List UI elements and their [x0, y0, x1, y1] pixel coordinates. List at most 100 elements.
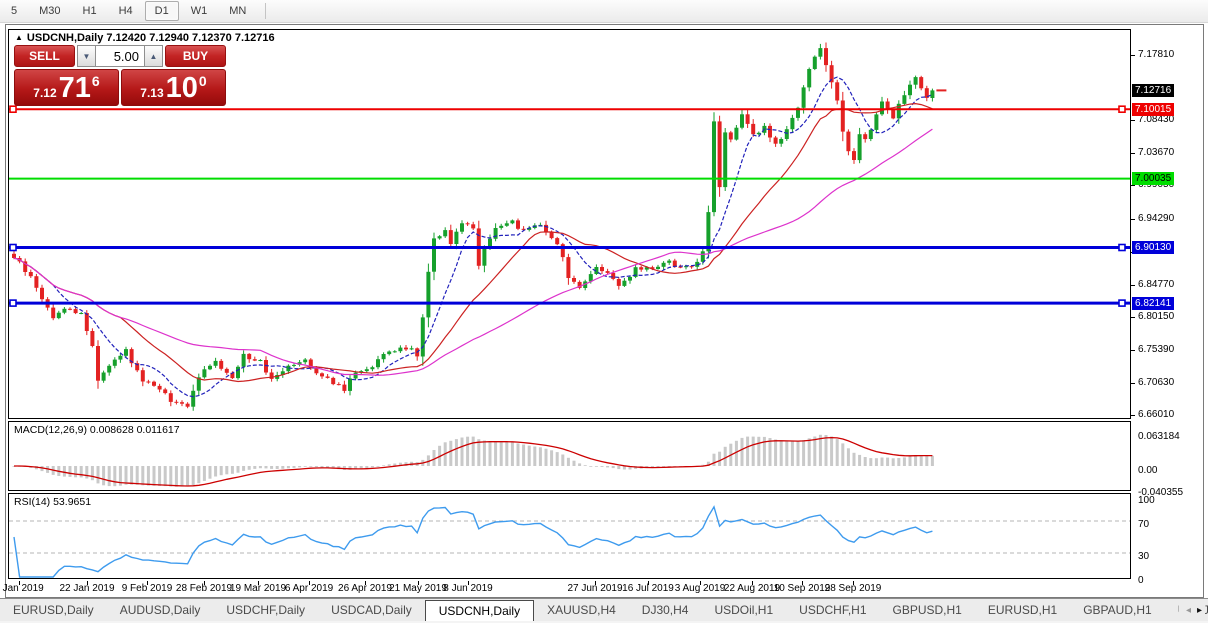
candle [247, 353, 252, 360]
hline-handle[interactable] [9, 299, 17, 307]
volume-decrease-button[interactable]: ▼ [77, 45, 96, 67]
timeframe-toolbar: 5 M30 H1 H4 D1 W1 MN [0, 0, 1208, 23]
volume-increase-button[interactable]: ▲ [144, 45, 163, 67]
candle [202, 369, 207, 378]
candle [230, 372, 235, 379]
chart-tab-usdchf-h1[interactable]: USDCHF,H1 [799, 602, 867, 617]
volume-stepper: ▼ 5.00 ▲ [77, 45, 163, 67]
timeframe-button-mn[interactable]: MN [229, 5, 247, 17]
buy-button[interactable]: BUY [165, 45, 226, 67]
price-tick-label: 6.94290 [1138, 213, 1175, 224]
time-tick-label: 21 May 2019 [389, 583, 447, 594]
candle [908, 84, 912, 96]
chart-tab-usdchf-daily[interactable]: USDCHF,Daily [226, 602, 306, 617]
candle [146, 381, 151, 383]
candle [521, 228, 526, 230]
chart-window: ▲ USDCNH,Daily 7.12420 7.12940 7.12370 7.… [0, 24, 1204, 598]
candle [303, 359, 308, 363]
rsi-panel[interactable]: RSI(14) 53.9651 [8, 493, 1131, 579]
candle [549, 231, 554, 239]
sell-button[interactable]: SELL [14, 45, 75, 67]
candle [292, 364, 296, 366]
time-tick [418, 581, 419, 585]
candle [420, 317, 425, 357]
chart-tab-gbpaud-h1[interactable]: GBPAUD,H1 [1083, 602, 1152, 617]
candle [616, 279, 621, 286]
chart-tab-dj30-h4[interactable]: DJ30,H4 [641, 602, 689, 617]
hline-handle[interactable] [9, 105, 17, 113]
chart-tab-audusd-daily[interactable]: AUDUSD,Daily [119, 602, 201, 617]
candle [275, 375, 280, 379]
candle [443, 230, 448, 237]
time-tick [853, 581, 854, 585]
candle [712, 121, 716, 213]
hline-handle[interactable] [1118, 105, 1126, 113]
chart-tab-usdcad-daily[interactable]: USDCAD,Daily [331, 602, 412, 617]
chart-tab-eurusd-daily[interactable]: EURUSD,Daily [13, 602, 94, 617]
candle [633, 267, 638, 277]
candle [180, 402, 184, 404]
price-tick [1131, 285, 1135, 286]
candle [880, 101, 884, 115]
time-tick-label: 28 Sep 2019 [824, 583, 882, 594]
timeframe-button-5[interactable]: 5 [11, 5, 18, 17]
candle [504, 223, 509, 226]
time-tick [258, 581, 259, 585]
chart-ohlc-title: ▲ USDCNH,Daily 7.12420 7.12940 7.12370 7.… [15, 32, 275, 44]
time-tick [700, 581, 701, 585]
hline-handle[interactable] [1118, 243, 1126, 252]
time-tick-label: 28 Feb 2019 [175, 583, 233, 594]
candlestick-chart[interactable] [9, 30, 1130, 418]
candle [196, 377, 201, 391]
tabs-scroll-right-icon[interactable]: ▸ [1196, 604, 1202, 616]
chart-tab-xauusd-h4[interactable]: XAUUSD,H4 [547, 602, 616, 617]
candle [544, 224, 548, 232]
candle [566, 257, 571, 278]
time-tick [204, 581, 205, 585]
sell-price-sup: 6 [91, 73, 100, 89]
timeframe-button-h1[interactable]: H1 [82, 5, 97, 17]
chart-tab-eurusd-h1[interactable]: EURUSD,H1 [987, 602, 1058, 617]
price-axis[interactable]: 7.178107.084307.036706.990506.942906.895… [1131, 29, 1202, 586]
candle [432, 238, 436, 272]
chart-tab-usdcnh-daily[interactable]: USDCNH,Daily [424, 599, 535, 621]
sell-price-box[interactable]: 7.12 71 6 [14, 69, 119, 106]
candle [717, 121, 722, 188]
candle [527, 228, 532, 230]
price-tick-label: 6.66010 [1138, 409, 1175, 420]
timeframe-button-d1[interactable]: D1 [144, 1, 179, 21]
candle [157, 385, 162, 390]
candle [824, 48, 828, 66]
chart-tab-usdoil-h1[interactable]: USDOil,H1 [714, 602, 774, 617]
candle [62, 308, 67, 313]
candle [639, 267, 644, 270]
price-tick [1131, 55, 1135, 56]
candle [269, 372, 274, 379]
macd-panel[interactable]: MACD(12,26,9) 0.008628 0.011617 [8, 421, 1131, 491]
volume-value[interactable]: 5.00 [96, 45, 144, 67]
candle [90, 331, 95, 346]
buy-price-box[interactable]: 7.13 10 0 [121, 69, 226, 106]
candle [684, 266, 688, 268]
tabs-scroll-left-icon[interactable]: ◂ [1185, 604, 1191, 616]
price-chart-panel[interactable]: ▲ USDCNH,Daily 7.12420 7.12940 7.12370 7.… [8, 29, 1131, 419]
candle [163, 389, 168, 394]
time-tick [365, 581, 366, 585]
collapse-chart-icon[interactable]: ▲ [15, 33, 23, 42]
chart-tab-gbpusd-h1[interactable]: GBPUSD,H1 [892, 602, 962, 617]
candle [572, 278, 576, 282]
candle [689, 266, 694, 268]
candle [555, 238, 560, 245]
candle [672, 260, 677, 267]
hline-handle[interactable] [9, 243, 17, 252]
hline-handle[interactable] [1118, 299, 1126, 307]
timeframe-button-w1[interactable]: W1 [190, 5, 208, 17]
candle [728, 132, 733, 140]
candle [605, 271, 610, 273]
timeframe-button-m30[interactable]: M30 [39, 5, 61, 17]
ohlc-title-text: USDCNH,Daily 7.12420 7.12940 7.12370 7.1… [26, 32, 275, 44]
timeframe-button-h4[interactable]: H4 [118, 5, 133, 17]
candle [280, 371, 285, 375]
candle [241, 353, 246, 367]
